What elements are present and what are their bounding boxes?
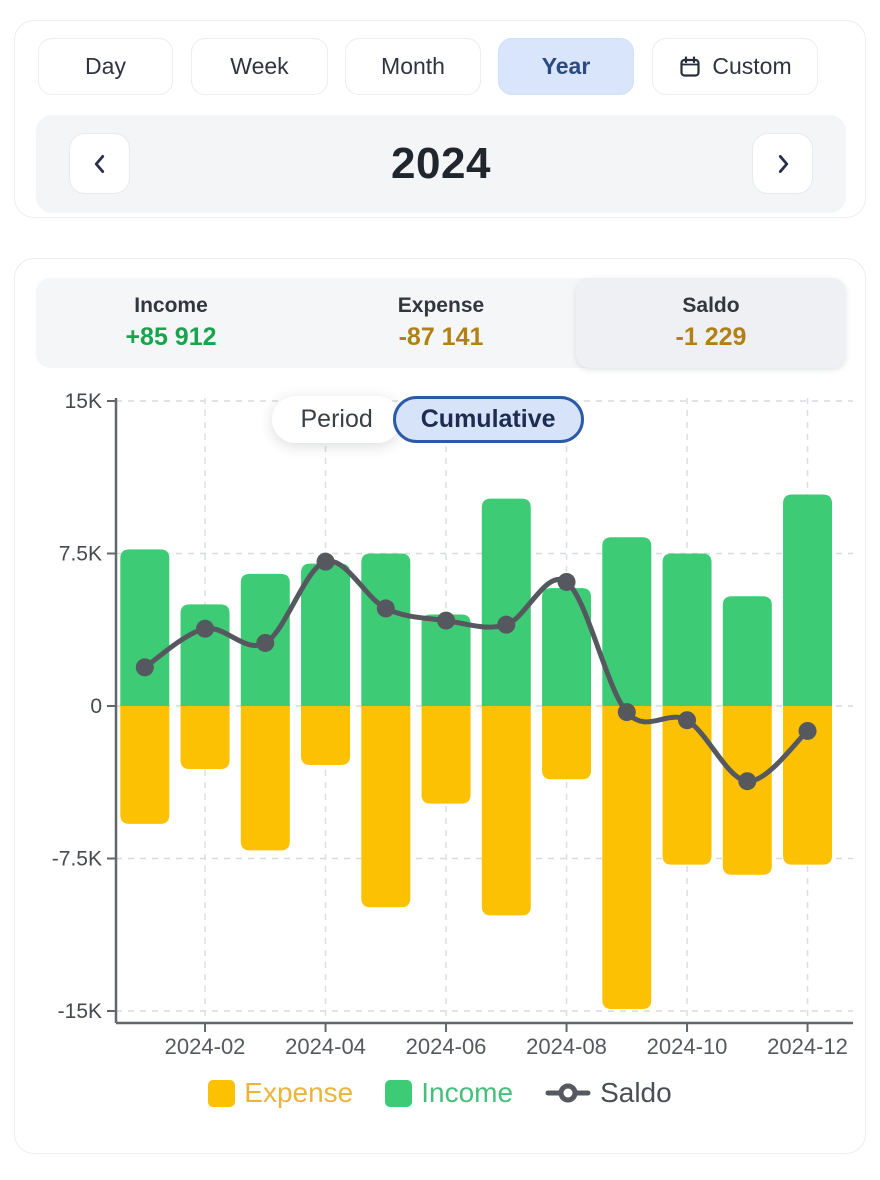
x-axis-label: 2024-04 <box>285 1034 366 1059</box>
y-axis-label: 7.5K <box>59 543 102 566</box>
view-toggle: Period Cumulative <box>3 396 853 443</box>
toggle-cumulative-label: Cumulative <box>420 405 556 433</box>
tab-year-label: Year <box>541 53 591 79</box>
toggle-period-button[interactable]: Period <box>272 396 401 443</box>
x-axis-label: 2024-12 <box>767 1034 848 1059</box>
saldo-point <box>256 633 275 652</box>
saldo-line-icon <box>545 1083 591 1103</box>
saldo-point <box>135 658 154 677</box>
income-value: +85 912 <box>125 323 217 351</box>
year-title: 2024 <box>391 139 491 188</box>
saldo-point <box>376 599 395 618</box>
summary-income[interactable]: Income +85 912 <box>36 278 306 368</box>
income-bar <box>542 588 592 706</box>
expense-bar <box>240 706 290 851</box>
expense-bar <box>361 706 411 908</box>
saldo-point <box>437 611 456 630</box>
legend-saldo: Saldo <box>545 1077 672 1109</box>
income-bar <box>783 494 833 706</box>
summary-saldo[interactable]: Saldo -1 229 <box>576 278 846 368</box>
legend-expense: Expense <box>208 1077 353 1109</box>
x-axis-label: 2024-10 <box>647 1034 728 1059</box>
y-axis-label: 15K <box>65 390 102 413</box>
saldo-point <box>798 721 817 740</box>
tab-week[interactable]: Week <box>191 38 328 95</box>
expense-bar <box>120 706 170 824</box>
chevron-right-icon <box>778 154 788 173</box>
expense-swatch <box>208 1079 236 1107</box>
summary-strip: Income +85 912 Expense -87 141 Saldo -1 … <box>36 278 846 368</box>
expense-label: Expense <box>397 294 485 317</box>
tab-month-label: Month <box>381 53 445 79</box>
income-swatch <box>385 1079 413 1107</box>
legend-income-label: Income <box>421 1077 514 1108</box>
period-selector-card: Day Week Month Year Custom 2024 <box>14 20 866 218</box>
income-bar <box>722 596 772 706</box>
y-axis-label: 0 <box>90 695 102 718</box>
income-label: Income <box>134 294 208 317</box>
income-bar <box>662 553 712 706</box>
expense-bar <box>301 706 351 765</box>
toggle-cumulative-button[interactable]: Cumulative <box>392 396 584 443</box>
saldo-label: Saldo <box>682 294 740 317</box>
x-axis-label: 2024-06 <box>406 1034 487 1059</box>
legend-income: Income <box>385 1077 513 1109</box>
saldo-point <box>678 711 697 730</box>
x-axis-label: 2024-08 <box>526 1034 607 1059</box>
expense-bar <box>180 706 230 770</box>
chart-legend: Expense Income Saldo <box>15 1077 865 1109</box>
legend-saldo-label: Saldo <box>600 1077 672 1108</box>
prev-year-button[interactable] <box>69 133 130 194</box>
income-bar <box>361 553 411 706</box>
income-bar <box>421 614 471 706</box>
saldo-chart: 15K 7.5K 0 -7.5K -15K 2024-02 2024-04 2024-06 20… <box>52 390 853 1059</box>
income-bar <box>602 537 652 706</box>
income-bar <box>120 549 170 706</box>
expense-value: -87 141 <box>398 323 484 351</box>
saldo-point <box>316 552 335 571</box>
y-axis-label: -15K <box>58 1000 102 1023</box>
summary-expense[interactable]: Expense -87 141 <box>306 278 576 368</box>
saldo-point <box>196 619 215 638</box>
toggle-period-label: Period <box>300 405 373 433</box>
saldo-point <box>557 572 576 591</box>
calendar-icon <box>680 55 700 77</box>
income-bar <box>481 498 531 706</box>
tab-week-label: Week <box>230 53 289 79</box>
saldo-point <box>497 615 516 634</box>
expense-bar <box>481 706 531 916</box>
tab-custom[interactable]: Custom <box>652 38 818 95</box>
next-year-button[interactable] <box>752 133 813 194</box>
tab-day[interactable]: Day <box>38 38 173 95</box>
chevron-left-icon <box>94 154 104 173</box>
saldo-value: -1 229 <box>675 323 747 351</box>
x-axis-label: 2024-02 <box>165 1034 246 1059</box>
tab-year[interactable]: Year <box>498 38 634 95</box>
income-bar <box>180 604 230 706</box>
expense-bar <box>662 706 712 865</box>
legend-expense-label: Expense <box>244 1077 354 1108</box>
tab-custom-label: Custom <box>712 53 792 79</box>
tab-month[interactable]: Month <box>345 38 481 95</box>
income-bar <box>301 563 351 706</box>
saldo-point <box>738 772 757 791</box>
saldo-point <box>617 703 636 722</box>
expense-bar <box>722 706 772 875</box>
expense-bar <box>542 706 592 780</box>
expense-bar <box>421 706 471 804</box>
y-axis-label: -7.5K <box>52 848 102 871</box>
chart-card: Income +85 912 Expense -87 141 Saldo -1 … <box>14 258 866 1154</box>
year-nav-strip: 2024 <box>36 115 846 213</box>
tab-day-label: Day <box>85 53 126 79</box>
expense-bar <box>602 706 652 1009</box>
